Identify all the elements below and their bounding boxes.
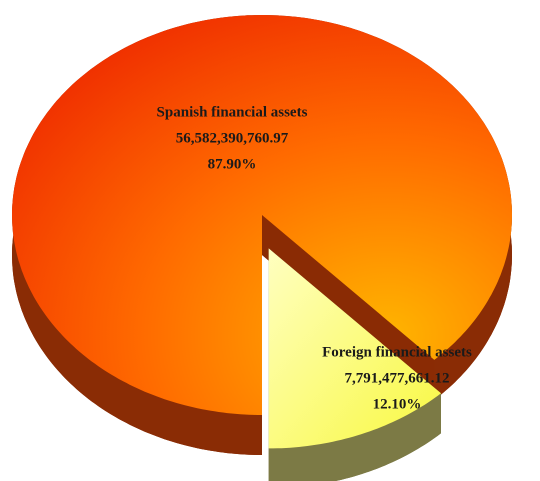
slice xyxy=(12,15,512,415)
slice-percent: 87.90% xyxy=(208,156,257,172)
slice-label: Spanish financial assets xyxy=(157,104,308,120)
slice xyxy=(268,248,441,449)
slice-value: 56,582,390,760.97 xyxy=(176,130,289,146)
slice-label: Foreign financial assets xyxy=(322,344,472,360)
slice-side xyxy=(268,393,441,481)
slice-percent: 12.10% xyxy=(373,396,422,412)
slice-value: 7,791,477,661.12 xyxy=(345,370,450,386)
